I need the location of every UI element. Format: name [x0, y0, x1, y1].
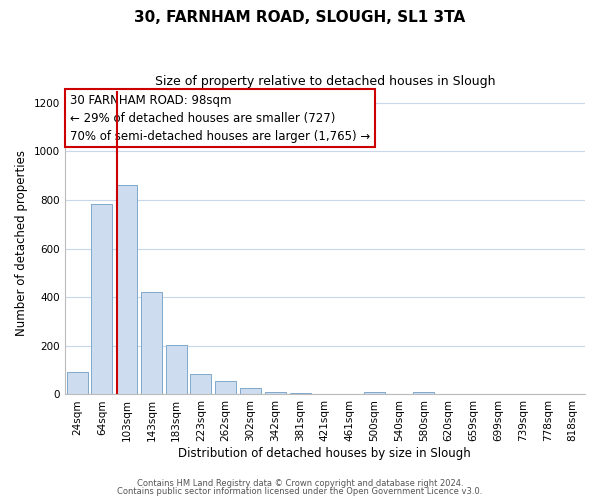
Bar [265, 392, 286, 394]
Bar [215, 381, 236, 394]
Title: Size of property relative to detached houses in Slough: Size of property relative to detached ho… [155, 75, 495, 88]
X-axis label: Distribution of detached houses by size in Slough: Distribution of detached houses by size … [178, 447, 471, 460]
Text: 30 FARNHAM ROAD: 98sqm
← 29% of detached houses are smaller (727)
70% of semi-de: 30 FARNHAM ROAD: 98sqm ← 29% of detached… [70, 94, 370, 142]
Bar [116, 185, 137, 394]
Bar [364, 392, 385, 394]
Text: 30, FARNHAM ROAD, SLOUGH, SL1 3TA: 30, FARNHAM ROAD, SLOUGH, SL1 3TA [134, 10, 466, 25]
Text: Contains HM Land Registry data © Crown copyright and database right 2024.: Contains HM Land Registry data © Crown c… [137, 478, 463, 488]
Bar [290, 393, 311, 394]
Text: Contains public sector information licensed under the Open Government Licence v3: Contains public sector information licen… [118, 487, 482, 496]
Y-axis label: Number of detached properties: Number of detached properties [15, 150, 28, 336]
Bar [240, 388, 261, 394]
Bar [67, 372, 88, 394]
Bar [141, 292, 162, 394]
Bar [190, 374, 211, 394]
Bar [91, 204, 112, 394]
Bar [413, 392, 434, 394]
Bar [166, 344, 187, 395]
